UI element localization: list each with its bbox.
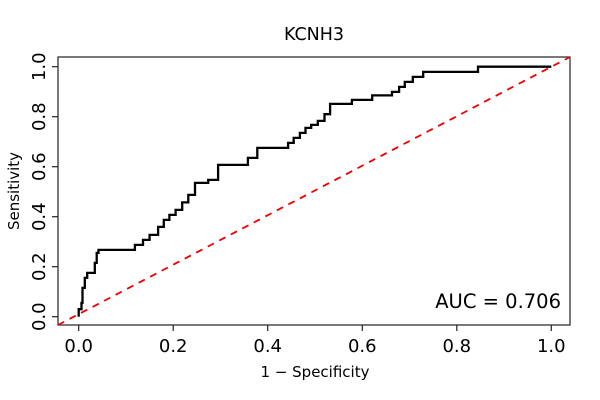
plot-box bbox=[57, 56, 571, 326]
y-axis-ticks: 0.0 0.2 0.4 0.6 0.8 1.0 bbox=[29, 52, 58, 331]
y-tick-label: 0.2 bbox=[29, 252, 50, 281]
x-tick-label: 0.0 bbox=[64, 336, 93, 357]
roc-curve bbox=[77, 65, 552, 317]
auc-annotation: AUC = 0.706 bbox=[435, 290, 561, 313]
x-tick-label: 0.4 bbox=[253, 336, 282, 357]
y-tick-label: 1.0 bbox=[29, 52, 50, 81]
x-tick-label: 1.0 bbox=[537, 336, 566, 357]
chart-title: KCNH3 bbox=[284, 25, 344, 45]
y-tick-label: 0.8 bbox=[29, 102, 50, 131]
x-axis-title: 1 − Specificity bbox=[261, 363, 370, 381]
y-tick-label: 0.0 bbox=[29, 302, 50, 331]
x-tick-label: 0.8 bbox=[442, 336, 471, 357]
diagonal-reference-line bbox=[57, 56, 571, 326]
y-tick-label: 0.6 bbox=[29, 152, 50, 181]
y-tick-label: 0.4 bbox=[29, 202, 50, 231]
x-axis-ticks: 0.0 0.2 0.4 0.6 0.8 1.0 bbox=[64, 325, 566, 357]
x-tick-label: 0.6 bbox=[348, 336, 377, 357]
x-tick-label: 0.2 bbox=[159, 336, 188, 357]
y-axis-title: Sensitivity bbox=[5, 152, 23, 230]
